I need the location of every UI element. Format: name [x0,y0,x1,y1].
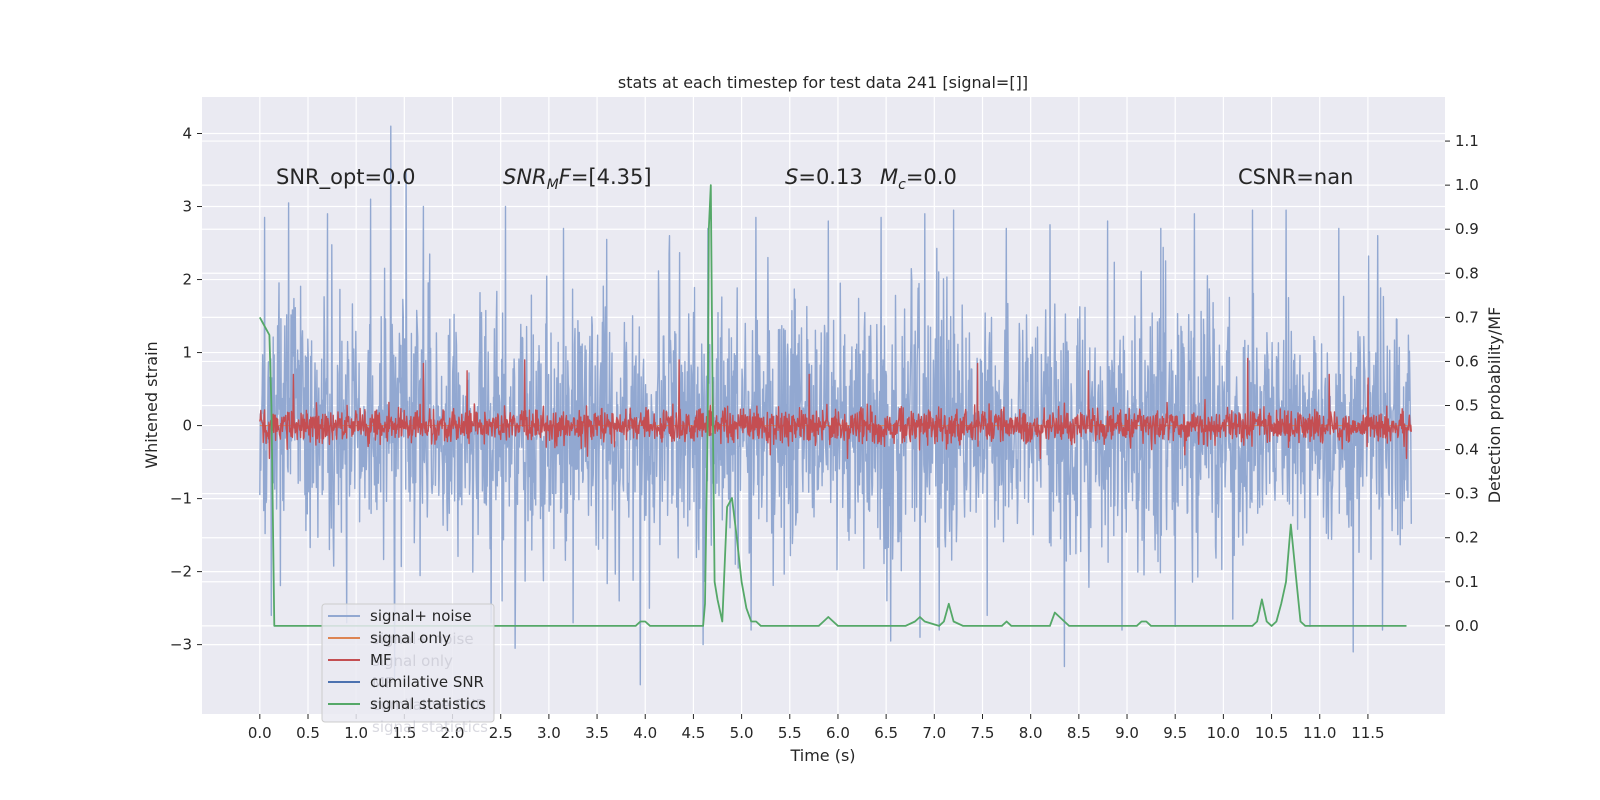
y-tick-label: −3 [170,636,192,654]
legend-ghost-label: cumilative SNR [372,696,486,714]
x-tick-label: 5.0 [730,724,754,742]
x-tick-label: 6.0 [826,724,850,742]
y-tick-label: 3 [182,198,192,216]
annotation-mc: Mc=0.0 [880,165,957,193]
series-signal-statistics [259,184,1407,627]
legend-box [321,603,495,723]
y-tick-label: −2 [170,563,192,581]
y-right-tick-label: 1.1 [1455,132,1479,150]
x-tick-label: 4.5 [681,724,705,742]
x-tick-label: 11.0 [1303,724,1336,742]
legend-ghost-label: signal only [372,652,453,670]
x-tick-label: 3.0 [537,724,561,742]
x-tick-label: 1.0 [344,724,368,742]
x-tick-label: 11.5 [1351,724,1384,742]
annotation-snr-opt: SNR_opt=0.0 [276,165,416,190]
legend-ghost-label: signal+ noise [372,630,474,648]
y-right-tick-label: 0.0 [1455,617,1479,635]
y-tick-label: 4 [182,125,192,143]
x-tick-label: 5.5 [778,724,802,742]
x-tick-label: 1.5 [392,724,416,742]
annotation-mc-value: =0.0 [906,165,957,189]
y-tick-label: −1 [170,490,192,508]
legend-label: signal statistics [370,695,486,713]
y-right-tick-label: 0.7 [1455,308,1479,326]
legend-ghost-label: signal statistics [372,718,488,736]
y-tick-label: 2 [182,271,192,289]
x-tick-label: 3.5 [585,724,609,742]
y-tick-label: 1 [182,344,192,362]
x-axis-label: Time (s) [789,746,855,765]
annotation-s: S=0.13 [785,165,863,189]
y-right-tick-label: 0.8 [1455,264,1479,282]
legend-ghost-label: MF [372,674,394,692]
y-axis-label-right: Detection probability/MF [1485,307,1504,504]
legend-label: signal only [370,629,451,647]
y-right-tick-label: 0.4 [1455,441,1479,459]
x-tick-label: 7.0 [922,724,946,742]
y-right-tick-label: 0.6 [1455,352,1479,370]
y-right-tick-label: 0.3 [1455,485,1479,503]
legend-label: MF [370,651,392,669]
axis-ticks: 0.0 0.5 1.0 1.5 2.0 2.5 3.0 3.5 4.0 4.5 5.0 5.5 6.0 6… [170,125,1479,742]
y-axis-label-left: Whitened strain [142,341,161,468]
x-tick-label: 0.0 [248,724,272,742]
y-right-tick-label: 0.5 [1455,397,1479,415]
x-tick-label: 4.0 [633,724,657,742]
x-tick-label: 2.5 [489,724,513,742]
y-tick-label: 0 [182,417,192,435]
x-tick-label: 10.5 [1255,724,1288,742]
x-tick-label: 7.5 [971,724,995,742]
x-tick-label: 9.0 [1115,724,1139,742]
y-right-tick-label: 0.2 [1455,529,1479,547]
x-tick-label: 8.0 [1019,724,1043,742]
annotation-snr-mf-value: =[4.35] [571,165,652,189]
y-right-tick-label: 0.9 [1455,220,1479,238]
x-tick-label: 6.5 [874,724,898,742]
x-tick-label: 0.5 [296,724,320,742]
series-mf [259,357,1412,460]
x-tick-label: 9.5 [1163,724,1187,742]
series-signal-noise [259,125,1412,686]
y-right-tick-label: 1.0 [1455,176,1479,194]
y-right-tick-label: 0.1 [1455,573,1479,591]
annotation-snr-mf: SNRMF=[4.35] [503,165,652,193]
annotation-s-value: =0.13 [798,165,862,189]
chart-title: stats at each timestep for test data 241… [618,73,1028,92]
x-tick-label: 10.0 [1207,724,1240,742]
legend-label: signal+ noise [370,607,472,625]
legend-label: cumilative SNR [370,673,484,691]
x-tick-label: 8.5 [1067,724,1091,742]
series-layer [259,125,1412,686]
annotation-csnr: CSNR=nan [1238,165,1353,189]
x-tick-label: 2.0 [441,724,465,742]
